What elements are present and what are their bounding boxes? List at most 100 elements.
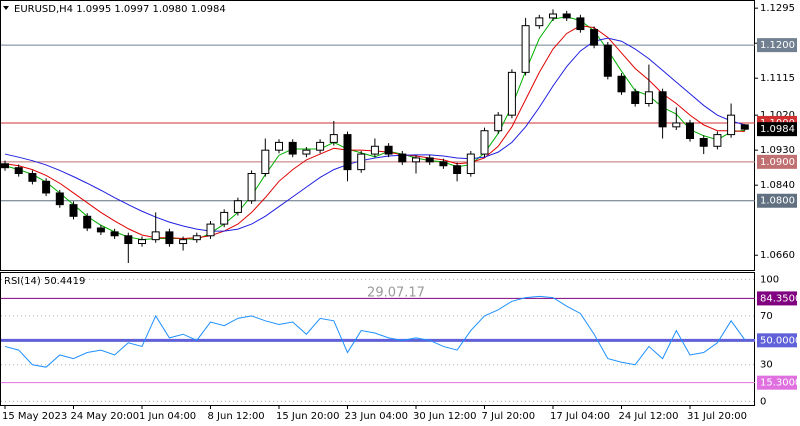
candle-body: [14, 167, 23, 175]
candle-body: [179, 239, 188, 245]
candle-body: [55, 192, 64, 206]
candle-body: [151, 231, 160, 241]
x-tick-label: 24 May 20:00: [71, 411, 140, 422]
candle-body: [576, 17, 585, 31]
price-pane: [0, 0, 755, 271]
candle-body: [233, 200, 242, 213]
x-tick-label: 17 Jul 04:00: [550, 411, 610, 422]
level-tag: [757, 375, 797, 390]
candle-body: [603, 44, 612, 77]
candle-body: [206, 223, 215, 237]
level-label: 15.3000: [760, 378, 800, 389]
candle-body: [124, 235, 133, 245]
candle-body: [28, 173, 37, 182]
last-price-tag: [757, 122, 797, 137]
candle-body: [507, 71, 516, 116]
candle-body: [727, 114, 736, 136]
candle-body: [617, 75, 626, 93]
candle-body: [480, 130, 489, 155]
candle-body: [247, 173, 256, 202]
candle-body: [261, 149, 270, 175]
y-tick-label: 1.1020: [760, 110, 795, 121]
y-tick-label: 0: [760, 396, 766, 407]
candle-body: [192, 235, 201, 241]
y-tick-label: 1.1115: [760, 73, 795, 84]
moving-average: [4, 16, 745, 241]
level-tag: [757, 193, 797, 208]
level-label: 1.0900: [760, 157, 795, 168]
candle-body: [521, 25, 530, 73]
y-tick-label: 1.0840: [760, 180, 795, 191]
candle-body: [275, 141, 283, 151]
candle-body: [644, 91, 653, 104]
candle-body: [357, 153, 366, 171]
candle-body: [302, 149, 311, 155]
candle-body: [425, 157, 434, 163]
x-tick-label: 31 Jul 20:00: [687, 411, 747, 422]
candle-body: [110, 231, 119, 237]
candle-body: [466, 153, 475, 175]
rsi-title: RSI(14) 50.4419: [4, 276, 85, 287]
candle-body: [590, 29, 599, 46]
level-tag: [757, 154, 797, 169]
chart-title: EURUSD,H4 1.0995 1.0997 1.0980 1.0984: [14, 4, 226, 15]
watermark: 29.07.17: [367, 286, 425, 301]
y-tick-label: 1.1295: [760, 3, 795, 14]
x-tick-label: 1 Jun 04:00: [139, 411, 196, 422]
y-tick-label: 1.0930: [760, 145, 795, 156]
candle-body: [494, 114, 503, 132]
candle-body: [96, 227, 105, 233]
candle-body: [42, 180, 51, 194]
candle-body: [69, 204, 78, 217]
rsi-line: [4, 295, 746, 368]
level-tag: [757, 333, 797, 348]
x-tick-label: 15 Jun 20:00: [276, 411, 340, 422]
x-tick-label: 30 Jun 12:00: [413, 411, 477, 422]
candle-body: [138, 239, 146, 245]
level-tag: [757, 291, 797, 306]
candle-body: [631, 91, 640, 104]
candle-body: [740, 124, 749, 130]
level-label: 50.0000: [760, 335, 800, 346]
candle-body: [316, 141, 325, 151]
candle-body: [562, 13, 571, 19]
y-tick-label: 70: [760, 311, 773, 322]
candle-body: [439, 161, 448, 167]
candle-body: [288, 141, 297, 155]
candle-body: [83, 215, 92, 229]
moving-average: [4, 25, 745, 239]
x-tick-label: 7 Jul 20:00: [482, 411, 536, 422]
level-tag: [757, 38, 797, 53]
x-tick-label: 8 Jun 12:00: [208, 411, 265, 422]
candle-body: [343, 134, 352, 171]
candle-body: [370, 145, 379, 155]
candle-body: [398, 153, 407, 163]
last-price-label: 1.0984: [760, 124, 795, 135]
level-label: 1.1200: [760, 40, 795, 51]
candle-body: [658, 91, 667, 128]
candle-body: [220, 211, 229, 225]
candle-body: [165, 231, 174, 245]
candle-body: [713, 134, 722, 147]
candle-body: [384, 145, 393, 155]
candle-body: [412, 157, 420, 163]
candle-body: [672, 122, 681, 128]
x-tick-label: 23 Jun 04:00: [345, 411, 409, 422]
candle-body: [329, 134, 338, 143]
level-label: 84.3500: [760, 293, 800, 304]
moving-average: [4, 37, 745, 232]
candle-body: [549, 13, 557, 19]
candle-body: [535, 17, 544, 27]
candle-body: [453, 165, 462, 175]
y-tick-label: 1.0660: [760, 250, 795, 261]
x-tick-label: 24 Jul 12:00: [619, 411, 679, 422]
level-label: 1.0800: [760, 196, 795, 207]
title-arrow: [3, 6, 9, 10]
candle-body: [686, 122, 694, 140]
y-tick-label: 100: [760, 274, 779, 285]
candle-body: [699, 138, 708, 147]
x-tick-label: 15 May 2023: [2, 411, 67, 422]
candle-body: [1, 163, 9, 169]
y-tick-label: 30: [760, 360, 773, 371]
